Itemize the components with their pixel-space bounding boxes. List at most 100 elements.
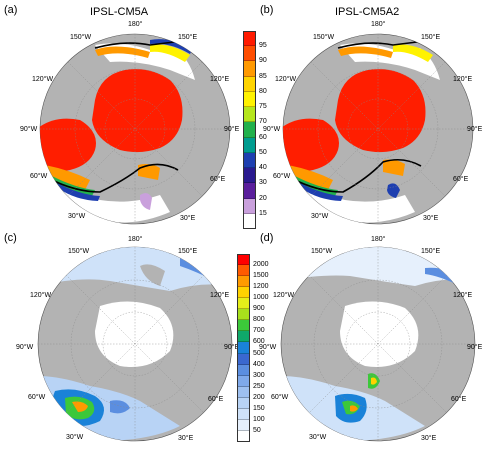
panel-d: (d) 180° 150°E 120°E 90°E 60°E 30°E 30°W… [250, 226, 500, 451]
concentration-tick-label: 20 [259, 194, 267, 202]
concentration-tick-label: 60 [259, 133, 267, 141]
sea-ice-arctic [92, 69, 183, 153]
lon-label-90e: 90°E [467, 344, 483, 351]
depth-swatch [237, 254, 250, 266]
depth-swatch [237, 408, 250, 420]
panel-label-d: (d) [260, 232, 274, 244]
depth-swatch [237, 364, 250, 376]
lon-label-120w: 120°W [275, 76, 297, 83]
lon-label-60w: 60°W [271, 394, 289, 401]
lon-label-60w: 60°W [273, 173, 291, 180]
depth-tick-label: 1000 [253, 294, 269, 302]
concentration-tick-label: 85 [259, 72, 267, 80]
depth-tick-label: 800 [253, 316, 265, 324]
lon-label-30e: 30°E [180, 215, 196, 222]
lon-label-150e: 150°E [178, 248, 198, 255]
colorbar-depth [237, 254, 250, 442]
concentration-swatch [243, 76, 256, 92]
polar-map-c [37, 246, 233, 442]
lon-label-150w: 150°W [313, 34, 335, 41]
depth-tick-label: 2000 [253, 261, 269, 269]
concentration-tick-label: 50 [259, 148, 267, 156]
depth-tick-label: 900 [253, 305, 265, 313]
concentration-swatch [243, 137, 256, 153]
depth-swatch [237, 309, 250, 321]
concentration-swatch [243, 198, 256, 214]
lon-label-60e: 60°E [451, 396, 467, 403]
lon-label-60e: 60°E [208, 396, 224, 403]
panel-label-c: (c) [4, 232, 17, 244]
lon-label-30w: 30°W [309, 434, 327, 441]
lon-label-60e: 60°E [453, 176, 469, 183]
depth-swatch [237, 331, 250, 343]
lon-label-90e: 90°E [224, 344, 240, 351]
depth-tick-label: 1500 [253, 272, 269, 280]
depth-tick-label: 400 [253, 360, 265, 368]
ice-edge-line-a [47, 39, 191, 193]
depth-tick-label: 600 [253, 338, 265, 346]
lon-label-150e: 150°E [421, 34, 441, 41]
panel-label-b: (b) [260, 4, 274, 16]
concentration-tick-label: 70 [259, 118, 267, 126]
panel-title-a: IPSL-CM5A [90, 6, 149, 18]
lon-label-120e: 120°E [210, 76, 230, 83]
lon-label-30e: 30°E [421, 435, 437, 442]
lon-label-180: 180° [128, 236, 143, 243]
polar-map-b [282, 33, 474, 225]
depth-tick-label: 200 [253, 393, 265, 401]
depth-tick-label: 100 [253, 415, 265, 423]
concentration-swatch [243, 122, 256, 138]
lon-label-30w: 30°W [68, 213, 86, 220]
lon-label-60e: 60°E [210, 176, 226, 183]
panel-title-b: IPSL-CM5A2 [335, 6, 400, 18]
polar-map-a [39, 33, 231, 225]
lon-label-90e: 90°E [467, 126, 483, 133]
depth-swatch [237, 276, 250, 288]
lon-label-150e: 150°E [421, 248, 441, 255]
concentration-tick-label: 40 [259, 164, 267, 172]
concentration-swatch [243, 46, 256, 62]
lon-label-120w: 120°W [30, 292, 52, 299]
depth-tick-label: 50 [253, 426, 261, 434]
lon-label-30e: 30°E [423, 215, 439, 222]
lon-label-120e: 120°E [453, 292, 473, 299]
lon-label-120e: 120°E [210, 292, 230, 299]
depth-tick-label: 500 [253, 349, 265, 357]
depth-swatch [237, 397, 250, 409]
lon-label-180: 180° [371, 236, 386, 243]
polar-map-d [280, 246, 476, 442]
concentration-tick-label: 15 [259, 209, 267, 217]
lon-label-60w: 60°W [28, 394, 46, 401]
lon-label-90w: 90°W [16, 344, 34, 351]
lon-label-30w: 30°W [311, 213, 329, 220]
depth-tick-label: 1200 [253, 283, 269, 291]
lon-label-120w: 120°W [32, 76, 54, 83]
concentration-tick-label: 95 [259, 42, 267, 50]
lon-label-90w: 90°W [20, 126, 38, 133]
panel-label-a: (a) [4, 4, 18, 16]
lon-label-120w: 120°W [273, 292, 295, 299]
depth-swatch [237, 419, 250, 431]
concentration-tick-label: 75 [259, 103, 267, 111]
depth-swatch [237, 386, 250, 398]
lon-label-90w: 90°W [263, 126, 281, 133]
concentration-tick-label: 30 [259, 179, 267, 187]
lon-label-30e: 30°E [178, 435, 194, 442]
depth-tick-label: 300 [253, 371, 265, 379]
ice-edge-line-b [290, 39, 434, 193]
lon-label-150w: 150°W [68, 248, 90, 255]
lon-label-150w: 150°W [70, 34, 92, 41]
lon-label-120e: 120°E [453, 76, 473, 83]
concentration-swatch [243, 168, 256, 184]
depth-swatch [237, 353, 250, 365]
depth-tick-label: 250 [253, 382, 265, 390]
panel-a: (a) IPSL-CM5A 180° 15 [0, 0, 250, 226]
lon-label-60w: 60°W [30, 173, 48, 180]
depth-swatch [237, 265, 250, 277]
concentration-swatch [243, 31, 256, 47]
lon-label-30w: 30°W [66, 434, 84, 441]
concentration-swatch [243, 91, 256, 108]
lon-label-90e: 90°E [224, 126, 240, 133]
panel-b: (b) IPSL-CM5A2 180° 150°E 120°E 90°E 60°… [250, 0, 500, 226]
concentration-swatch [243, 107, 256, 123]
